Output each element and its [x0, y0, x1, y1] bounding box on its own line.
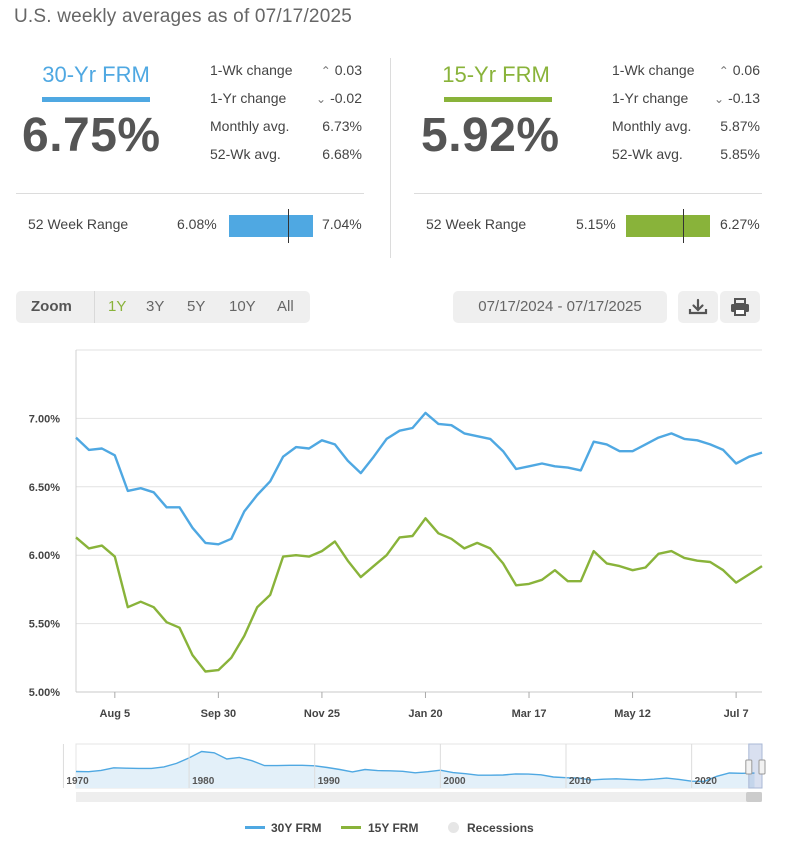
y-tick-label: 7.00%	[29, 413, 60, 425]
navigator-tick-label: 2020	[695, 776, 718, 787]
navigator-chart[interactable]: 1970 1980 1990 2000 2010 2020	[0, 742, 800, 804]
zoom-button-10y[interactable]: 10Y	[229, 298, 256, 315]
date-range-field[interactable]: 07/17/2024 - 07/17/2025	[453, 291, 667, 323]
page-subtitle: U.S. weekly averages as of 07/17/2025	[14, 6, 352, 27]
legend-item-30y[interactable]: 30Y FRM	[271, 821, 322, 835]
zoom-button-all[interactable]: All	[277, 298, 294, 315]
zoom-separator	[94, 291, 95, 323]
frm15-stat-label: 52-Wk avg.	[612, 146, 683, 162]
frm30-range-label: 52 Week Range	[28, 216, 129, 232]
zoom-button-3y[interactable]: 3Y	[146, 298, 165, 315]
frm15-1wk-value: 0.06	[732, 62, 760, 78]
chevron-down-icon: ⌄	[316, 92, 327, 106]
legend-swatch-15y	[341, 826, 361, 829]
frm30-range-bar	[229, 215, 313, 237]
x-tick-label: Jul 7	[724, 708, 749, 720]
y-tick-label: 6.50%	[29, 482, 60, 494]
frm15-title: 15-Yr FRM	[442, 62, 550, 87]
legend-swatch-recessions	[448, 822, 459, 833]
frm15-monthly-value: 5.87%	[720, 118, 760, 134]
navigator-tick-label: 2000	[443, 776, 466, 787]
navigator-handle-left[interactable]	[745, 759, 753, 775]
series-line-15y-frm[interactable]	[75, 517, 763, 673]
frm30-stat-label: 1-Yr change	[210, 90, 287, 106]
zoom-button-5y[interactable]: 5Y	[187, 298, 206, 315]
navigator-tick-label: 1970	[66, 776, 89, 787]
frm15-range-marker	[683, 209, 685, 243]
frm15-underline	[444, 97, 552, 102]
chevron-up-icon: ⌃	[718, 64, 729, 78]
print-button[interactable]	[720, 291, 760, 323]
frm15-range-label: 52 Week Range	[426, 216, 527, 232]
frm30-range-high: 7.04%	[322, 216, 362, 232]
divider	[414, 193, 762, 194]
frm15-stat-label: Monthly avg.	[612, 118, 692, 134]
y-tick-label: 5.50%	[29, 619, 60, 631]
x-tick-label: Mar 17	[512, 708, 547, 720]
frm15-range-high: 6.27%	[720, 216, 760, 232]
navigator-tick-label: 1980	[192, 776, 215, 787]
download-icon	[688, 298, 708, 315]
frm30-1yr-value: -0.02	[330, 90, 362, 106]
y-tick-label: 5.00%	[29, 687, 60, 699]
zoom-toolbar: Zoom 1Y 3Y 5Y 10Y All	[16, 291, 310, 323]
frm15-stat-label: 1-Wk change	[612, 62, 695, 78]
zoom-button-1y[interactable]: 1Y	[108, 298, 127, 315]
frm30-1wk-value: 0.03	[334, 62, 362, 78]
frm30-range-marker	[287, 209, 289, 243]
x-tick-label: May 12	[614, 708, 651, 720]
legend-swatch-30y	[245, 826, 265, 829]
frm15-rate: 5.92%	[421, 109, 560, 162]
frm30-stat-value: ⌃ 0.03	[292, 62, 362, 78]
y-tick-label: 6.00%	[29, 550, 60, 562]
x-tick-label: Sep 30	[201, 708, 236, 720]
panel-divider	[390, 58, 391, 258]
frm15-stat-value: ⌄ -0.13	[690, 90, 760, 106]
legend-item-15y[interactable]: 15Y FRM	[368, 821, 419, 835]
navigator-handle-right[interactable]	[758, 759, 766, 775]
x-tick-label: Nov 25	[304, 708, 340, 720]
zoom-label: Zoom	[31, 298, 72, 315]
frm30-stat-label: 1-Wk change	[210, 62, 293, 78]
print-icon	[731, 298, 749, 316]
frm30-stat-label: 52-Wk avg.	[210, 146, 281, 162]
frm30-title: 30-Yr FRM	[42, 62, 150, 87]
main-line-chart[interactable]: 5.00% 5.50% 6.00% 6.50% 7.00% Aug 5 Sep 30 Nov …	[0, 340, 800, 730]
chevron-up-icon: ⌃	[320, 64, 331, 78]
legend-item-recessions[interactable]: Recessions	[467, 821, 534, 835]
download-button[interactable]	[678, 291, 718, 323]
frm30-monthly-value: 6.73%	[322, 118, 362, 134]
frm15-1yr-value: -0.13	[728, 90, 760, 106]
frm30-rate: 6.75%	[22, 109, 161, 162]
frm30-stat-label: Monthly avg.	[210, 118, 290, 134]
frm30-stat-value: ⌄ -0.02	[292, 90, 362, 106]
frm15-stat-label: 1-Yr change	[612, 90, 689, 106]
series-line-30y-frm[interactable]	[75, 411, 763, 546]
frm30-underline	[42, 97, 150, 102]
navigator-scrollbar-track[interactable]	[76, 792, 762, 802]
plot-area	[76, 350, 762, 692]
x-tick-label: Aug 5	[100, 708, 131, 720]
frm15-range-low: 5.15%	[576, 216, 616, 232]
chart-legend: 30Y FRM 15Y FRM Recessions	[245, 820, 565, 838]
frm30-range-low: 6.08%	[177, 216, 217, 232]
navigator-scrollbar-thumb[interactable]	[746, 792, 762, 802]
divider	[16, 193, 364, 194]
chevron-down-icon: ⌄	[714, 92, 725, 106]
frm30-52wk-value: 6.68%	[322, 146, 362, 162]
frm15-stat-value: ⌃ 0.06	[690, 62, 760, 78]
navigator-area	[76, 751, 755, 788]
frm15-52wk-value: 5.85%	[720, 146, 760, 162]
navigator-tick-label: 2010	[569, 776, 592, 787]
frm15-range-bar	[626, 215, 710, 237]
navigator-tick-label: 1990	[318, 776, 341, 787]
x-tick-label: Jan 20	[408, 708, 442, 720]
